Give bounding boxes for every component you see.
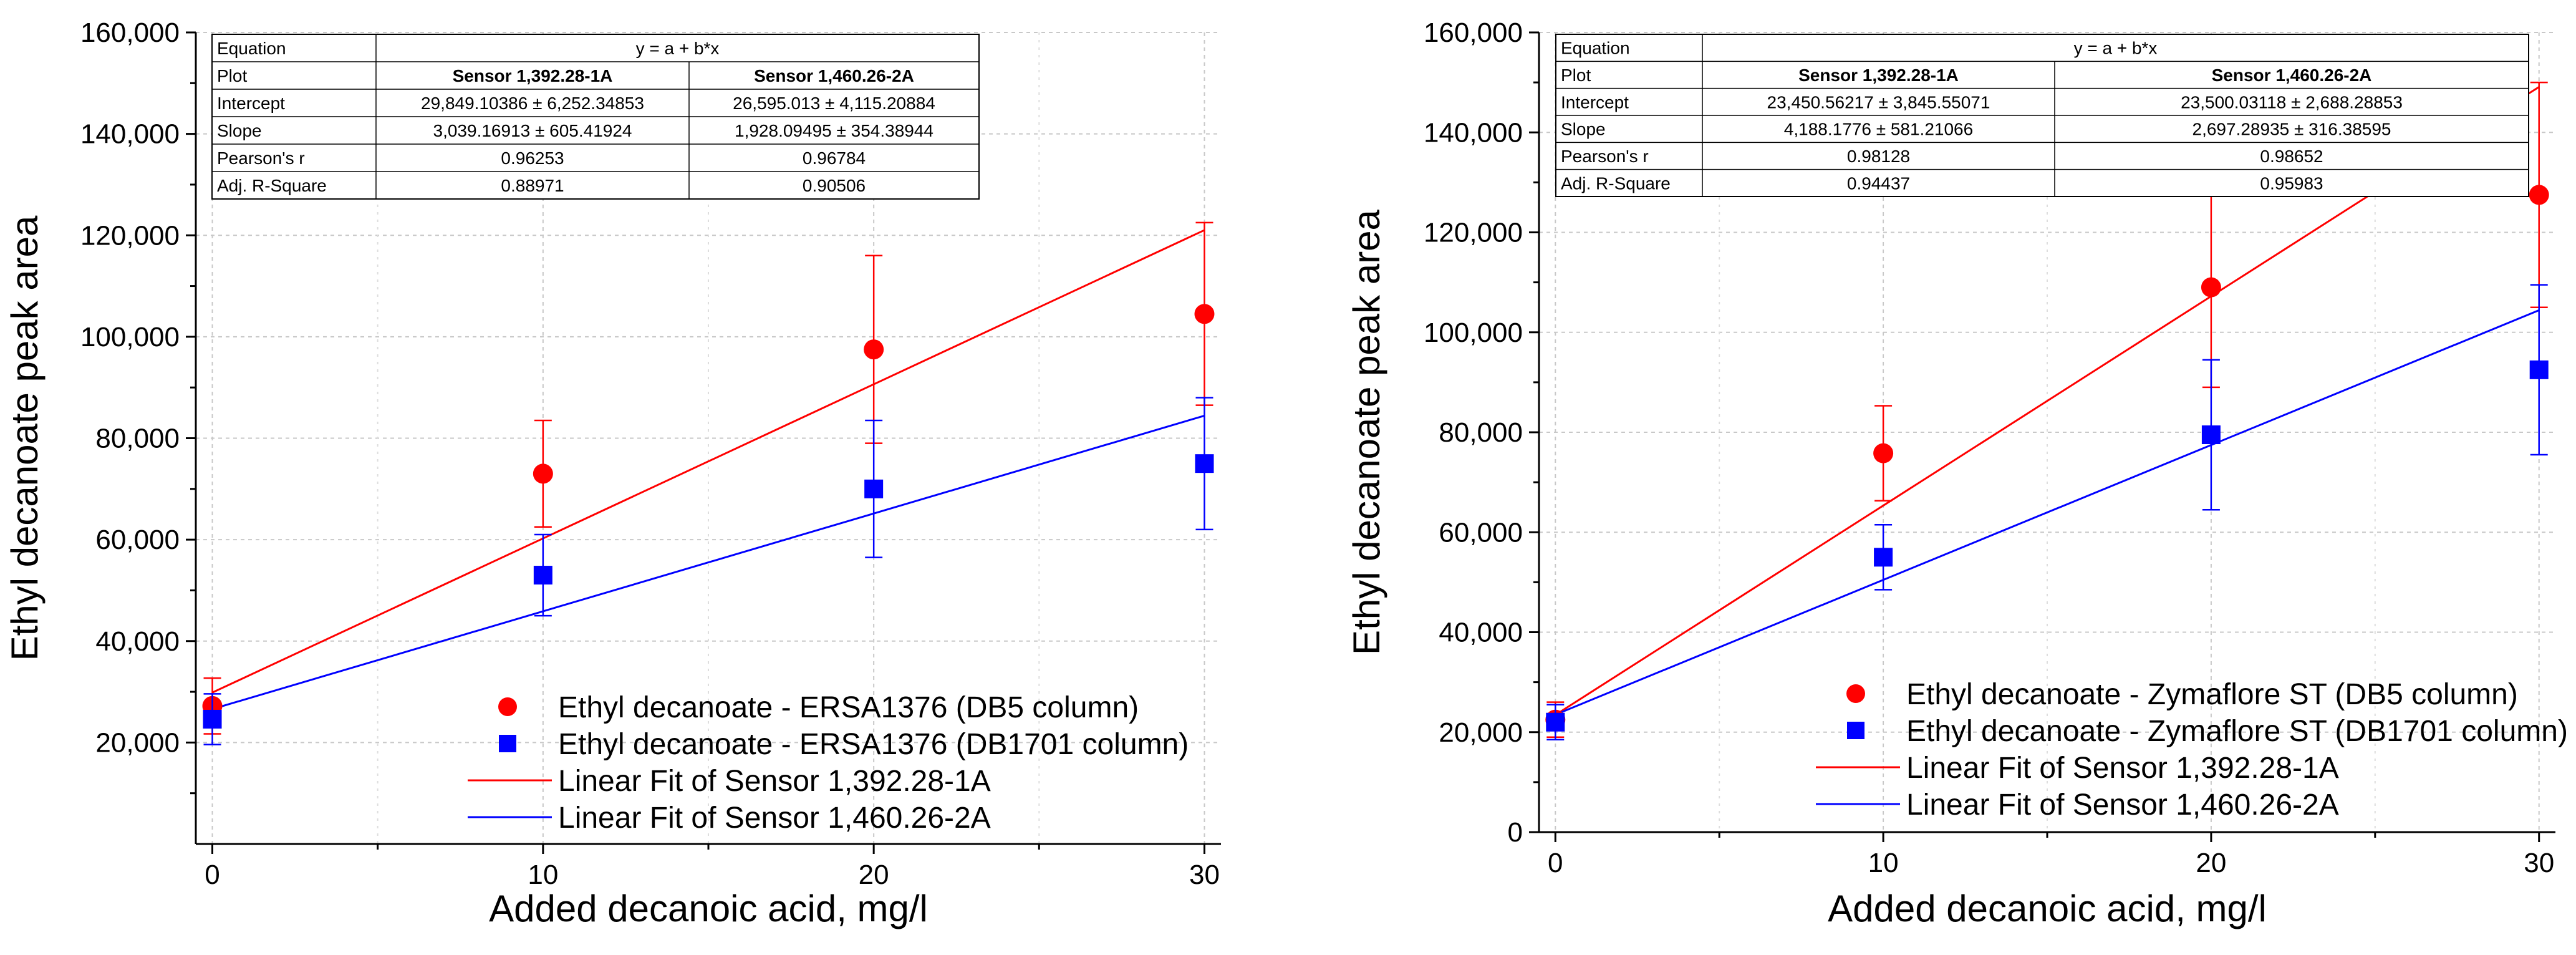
y-tick-label: 80,000 (95, 424, 180, 454)
y-tick-label: 100,000 (1424, 318, 1523, 348)
table-cell: 4,188.1776 ± 581.21066 (1784, 120, 1973, 139)
x-tick-label: 20 (859, 860, 889, 890)
table-cell: 0.94437 (1847, 173, 1910, 193)
x-tick-label: 30 (2524, 848, 2554, 878)
table-cell: 2,697.28935 ± 316.38595 (2192, 120, 2391, 139)
y-axis-title: Ethyl decanoate peak area (1346, 209, 1387, 654)
table-equation: y = a + b*x (2074, 39, 2158, 58)
x-tick-label: 30 (1189, 860, 1220, 890)
table-cell: Sensor 1,392.28-1A (1798, 65, 1959, 85)
table-row-header: Slope (217, 121, 262, 140)
chart-2: 0 20,000 40,000 60,000 80,000 100,000 120,000 1… (1346, 17, 2568, 929)
data-point-circle (2529, 185, 2549, 205)
table-row-header: Equation (217, 39, 286, 58)
legend-label: Ethyl decanoate - ERSA1376 (DB1701 colum… (558, 728, 1189, 761)
chart-1: 20,000 40,000 60,000 80,000 100,000 120,000 14… (4, 17, 1221, 929)
data-point-square (2529, 360, 2549, 379)
legend-label: Linear Fit of Sensor 1,392.28-1A (1906, 752, 2339, 785)
y-tick-label: 0 (1508, 817, 1523, 848)
legend-marker-square (1847, 722, 1864, 739)
table-row-header: Adj. R-Square (1561, 173, 1671, 193)
table-row-header: Pearson's r (1561, 147, 1649, 166)
data-point-square (864, 479, 884, 498)
data-point-square (203, 709, 222, 729)
legend: Ethyl decanoate - ERSA1376 (DB5 column) E… (468, 691, 1189, 835)
x-tick-label: 10 (1868, 848, 1899, 878)
table-cell: Sensor 1,460.26-2A (754, 66, 914, 85)
table-cell: 26,595.013 ± 4,115.20884 (733, 94, 935, 113)
table-cell: 23,500.03118 ± 2,688.28853 (2181, 92, 2403, 112)
table-row-header: Slope (1561, 120, 1606, 139)
y-tick-label: 60,000 (95, 525, 180, 555)
legend-label: Linear Fit of Sensor 1,460.26-2A (1906, 788, 2339, 822)
table-cell: Sensor 1,460.26-2A (2212, 65, 2372, 85)
table-cell: 0.96784 (803, 148, 866, 168)
y-tick-label: 20,000 (95, 727, 180, 758)
data-point-circle (1194, 304, 1215, 324)
legend-label: Ethyl decanoate - ERSA1376 (DB5 column) (558, 691, 1139, 724)
legend-marker-circle (498, 697, 517, 716)
fit-line-2 (1555, 309, 2540, 716)
data-point-square (1874, 548, 1893, 567)
y-tick-label: 40,000 (95, 626, 180, 657)
y-tick-label: 140,000 (1424, 117, 1523, 148)
legend-label: Ethyl decanoate - Zymaflore ST (DB5 colu… (1906, 678, 2518, 711)
x-tick-label: 20 (2196, 848, 2226, 878)
table-row-header: Equation (1561, 39, 1630, 58)
table-cell: 0.95983 (2260, 173, 2323, 193)
y-tick-label: 100,000 (80, 322, 180, 352)
table-cell: 3,039.16913 ± 605.41924 (433, 121, 632, 140)
fit-line-2 (212, 414, 1205, 710)
data-point-square (1195, 454, 1214, 473)
table-cell: 1,928.09495 ± 354.38944 (735, 121, 933, 140)
data-point-circle (1873, 443, 1894, 463)
y-tick-label: 20,000 (1439, 717, 1523, 748)
x-axis-title: Added decanoic acid, mg/l (489, 888, 928, 929)
data-point-square (1546, 712, 1565, 732)
table-cell: 0.90506 (803, 176, 866, 195)
table-row-header: Pearson's r (217, 148, 305, 168)
data-point-circle (533, 463, 553, 484)
table-cell: 29,849.10386 ± 6,252.34853 (421, 94, 644, 113)
fit-statistics-table: Equation y = a + b*x Plot Sensor 1,392.28-1… (1555, 34, 2529, 197)
y-tick-label: 40,000 (1439, 618, 1523, 648)
legend-marker-circle (1846, 684, 1865, 703)
legend-label: Ethyl decanoate - Zymaflore ST (DB1701 c… (1906, 715, 2568, 748)
y-tick-label: 80,000 (1439, 417, 1523, 448)
data-point-circle (864, 339, 884, 360)
table-cell: 0.98128 (1847, 147, 1910, 166)
y-tick-label: 140,000 (80, 119, 180, 150)
table-equation: y = a + b*x (636, 39, 720, 58)
fit-statistics-table: Equation y = a + b*x Plot Sensor 1,392.28-1… (211, 34, 980, 200)
legend-label: Linear Fit of Sensor 1,460.26-2A (558, 802, 991, 835)
table-cell: 0.96253 (501, 148, 564, 168)
x-tick-label: 10 (528, 860, 558, 890)
table-cell: Sensor 1,392.28-1A (453, 66, 613, 85)
data-point-square (2201, 425, 2221, 445)
table-cell: 23,450.56217 ± 3,845.55071 (1767, 92, 1990, 112)
y-tick-label: 120,000 (80, 220, 180, 251)
y-tick-label: 160,000 (1424, 17, 1523, 48)
y-tick-label: 120,000 (1424, 218, 1523, 248)
table-row-header: Plot (217, 66, 247, 85)
table-cell: 0.98652 (2260, 147, 2323, 166)
data-point-circle (2201, 277, 2221, 298)
data-point-square (533, 566, 552, 585)
legend-label: Linear Fit of Sensor 1,392.28-1A (558, 765, 991, 798)
table-row-header: Adj. R-Square (217, 176, 327, 195)
y-tick-label: 160,000 (80, 17, 180, 48)
legend-marker-square (499, 735, 516, 752)
table-row-header: Plot (1561, 65, 1591, 85)
table-row-header: Intercept (217, 94, 285, 113)
y-axis-title: Ethyl decanoate peak area (4, 215, 46, 661)
table-cell: 0.88971 (501, 176, 564, 195)
fit-line-1 (211, 229, 1205, 694)
table-row-header: Intercept (1561, 92, 1629, 112)
x-tick-label: 0 (205, 860, 219, 890)
x-tick-label: 0 (1548, 848, 1563, 878)
x-axis-title: Added decanoic acid, mg/l (1828, 888, 2267, 929)
y-tick-label: 60,000 (1439, 517, 1523, 548)
legend: Ethyl decanoate - Zymaflore ST (DB5 colu… (1816, 678, 2568, 822)
